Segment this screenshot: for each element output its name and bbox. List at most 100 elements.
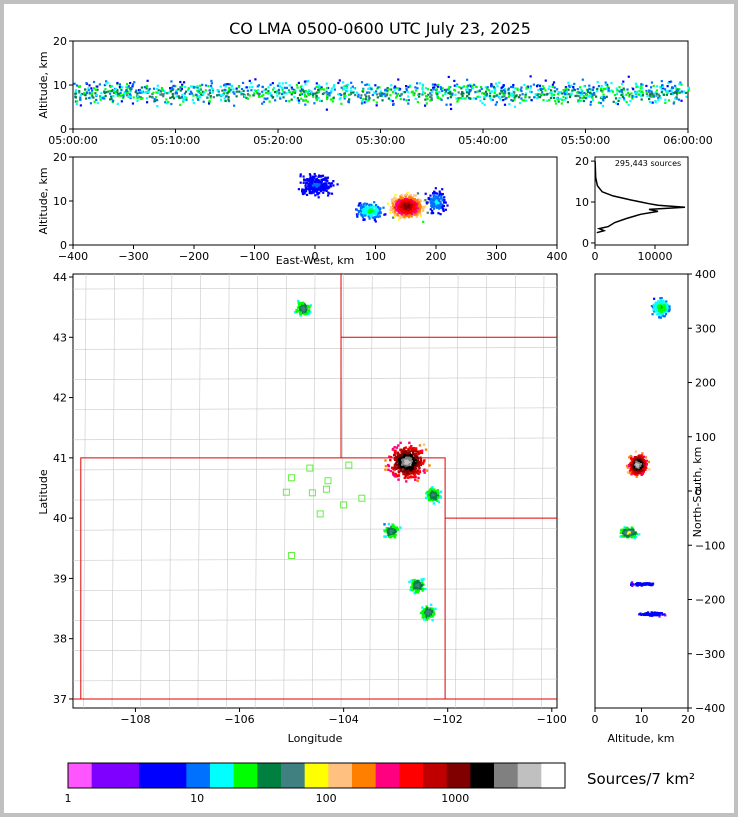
- ew-altitude-source-cell: [357, 210, 360, 214]
- colorbar-cell: [541, 763, 566, 788]
- ew-altitude-source-cell: [363, 202, 366, 205]
- ew-altitude-source-cell: [415, 210, 418, 213]
- time-height-source-cell: [181, 83, 184, 86]
- altitude-ns-source-cell: [666, 303, 669, 306]
- ew-altitude-source-cell: [321, 174, 324, 178]
- plan-view-source-cell: [416, 581, 419, 585]
- county-line: [72, 437, 558, 441]
- time-height-source-cell: [125, 89, 128, 93]
- time-height-source-cell: [374, 92, 377, 95]
- ew-altitude-source-cell: [438, 190, 441, 193]
- time-height-source-cell: [332, 96, 335, 99]
- time-height-source-cell: [140, 90, 144, 93]
- ew-altitude-source-cell: [437, 204, 440, 207]
- time-height-source-cell: [436, 91, 439, 94]
- time-height-source-cell: [204, 84, 208, 87]
- time-height-source-cell: [369, 86, 372, 89]
- time-height-source-cell: [299, 92, 302, 95]
- time-height-source-cell: [483, 92, 486, 95]
- time-height-source-cell: [164, 101, 167, 104]
- time-height-source-cell: [446, 97, 450, 100]
- time-height-source-cell: [81, 92, 84, 96]
- plan-view-source-cell: [414, 588, 417, 592]
- altitude-ns-source-cell: [635, 462, 639, 465]
- time-height-source-cell: [589, 88, 592, 91]
- time-height-source-cell: [489, 91, 492, 95]
- ew-altitude-source-cell: [437, 194, 441, 197]
- time-height-source-cell: [461, 91, 464, 94]
- altitude-ns-source-cell: [644, 467, 647, 470]
- plan-view-ylabel: Latitude: [37, 469, 50, 515]
- plan-view-source-cell: [409, 458, 412, 462]
- time-height-source-cell: [447, 75, 450, 79]
- altitude-ns-source-cell: [622, 535, 625, 538]
- time-height-source-cell: [253, 92, 256, 95]
- time-height-source-cell: [663, 88, 667, 91]
- ew-altitude-source-cell: [330, 182, 334, 185]
- time-height-source-cell: [423, 92, 427, 95]
- ew-altitude-source-cell: [325, 185, 328, 188]
- time-height-source-cell: [615, 87, 618, 90]
- time-height-source-cell: [622, 94, 625, 97]
- time-height-source-cell: [680, 90, 683, 93]
- time-height-source-cell: [313, 102, 316, 105]
- time-height-source-cell: [303, 80, 307, 83]
- colorbar: 1 10 100 1000 Sources/7 km²: [65, 762, 695, 805]
- time-height-source-cell: [615, 92, 619, 95]
- ew-altitude-source-cell: [371, 206, 374, 210]
- plan-view-source-cell: [410, 579, 413, 582]
- time-height-source-cell: [563, 91, 566, 94]
- ew-altitude-source-cell: [405, 198, 408, 201]
- ew-altitude-source-cell: [315, 185, 318, 188]
- ew-altitude-source-cell: [362, 218, 365, 222]
- time-height-source-cell: [559, 91, 563, 94]
- time-height-source-cell: [487, 88, 491, 92]
- plan-view-source-cell: [412, 469, 415, 472]
- plan-view-source-cell: [403, 476, 406, 480]
- ew-altitude-source-cell: [429, 200, 432, 203]
- time-height-source-cell: [491, 98, 494, 101]
- ew-altitude-source-cell: [415, 213, 418, 216]
- time-height-source-cell: [304, 89, 307, 93]
- plan-view-source-cell: [430, 609, 433, 613]
- time-height-source-cell: [87, 88, 90, 92]
- ew-altitude-source-cell: [370, 211, 373, 214]
- time-height-source-cell: [79, 93, 82, 97]
- time-height-source-cell: [591, 98, 595, 102]
- ew-altitude-source-cell: [418, 205, 422, 209]
- time-height-source-cell: [397, 87, 400, 90]
- altitude-ns-source-cell: [637, 469, 640, 472]
- time-height-source-cell: [210, 82, 213, 85]
- ew-altitude-source-cell: [398, 199, 401, 202]
- time-height-source-cell: [596, 81, 599, 84]
- time-height-source-cell: [325, 98, 329, 101]
- altitude-ns-source-cell: [626, 526, 629, 530]
- altitude-ns-source-cell: [642, 583, 646, 586]
- plan-view-source-cell: [412, 446, 416, 450]
- time-height-source-cell: [278, 82, 281, 85]
- time-height-source-cell: [282, 96, 285, 99]
- altitude-ns-ytick-label: 0: [695, 485, 702, 498]
- plan-view-source-cell: [419, 611, 423, 615]
- time-height-source-cell: [656, 85, 659, 88]
- time-height-source-cell: [607, 87, 610, 90]
- plan-view-source-cell: [394, 533, 397, 537]
- time-height-source-cell: [467, 91, 471, 94]
- ew-altitude-source-cell: [409, 196, 412, 199]
- time-height-source-cell: [525, 86, 528, 89]
- time-height-source-cell: [277, 88, 281, 91]
- time-height-source-cell: [385, 93, 388, 96]
- time-height-source-cell: [537, 89, 540, 92]
- county-line: [111, 273, 115, 709]
- time-height-source-cell: [652, 93, 655, 96]
- plan-view-ytick-label: 37: [53, 693, 67, 706]
- time-height-source-cell: [664, 98, 667, 101]
- ew-altitude-source-cell: [438, 193, 441, 196]
- time-height-source-cell: [145, 91, 148, 94]
- time-height-source-cell: [359, 96, 362, 99]
- time-height-source-cell: [119, 91, 122, 95]
- ew-altitude-source-cell: [441, 199, 444, 202]
- plan-view-source-cell: [427, 491, 430, 495]
- altitude-ns-frame: [594, 273, 689, 709]
- time-height-source-cell: [665, 89, 668, 93]
